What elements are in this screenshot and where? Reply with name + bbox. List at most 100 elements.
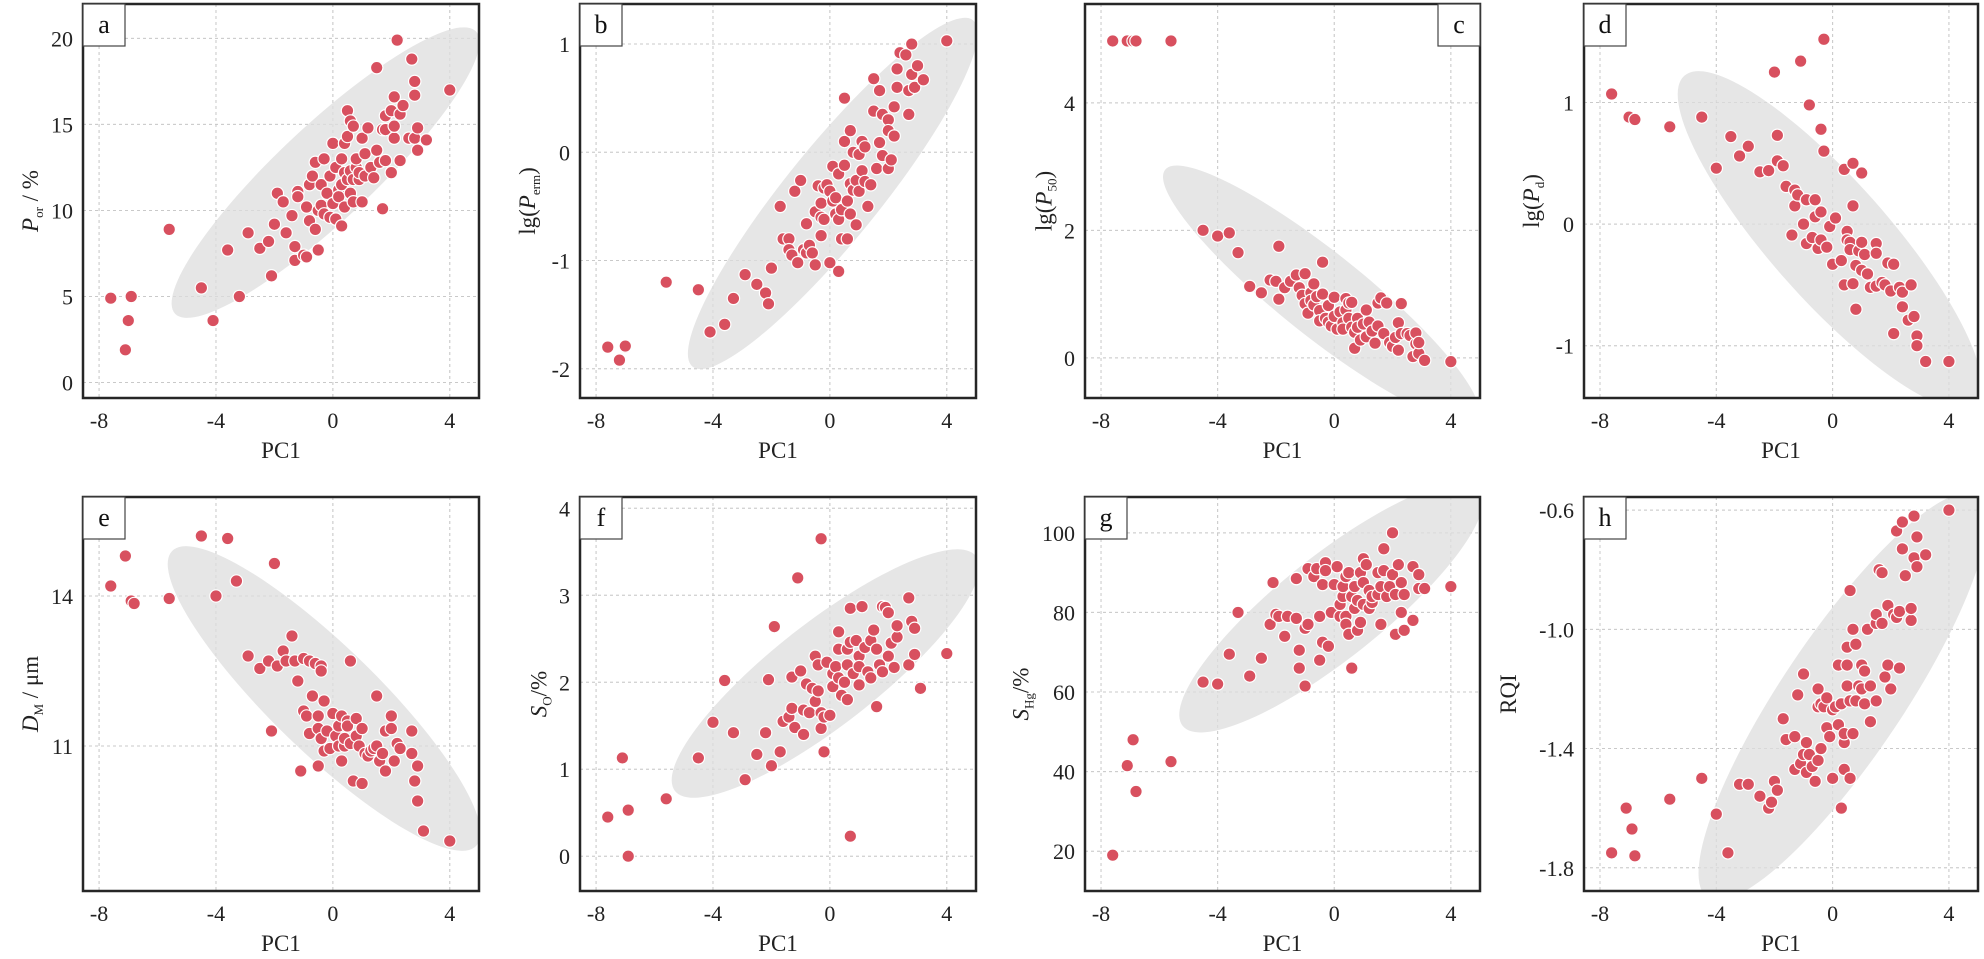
- scatter-point: [837, 134, 852, 149]
- scatter-point: [773, 745, 787, 759]
- y-label-suffix: / μm: [18, 656, 43, 704]
- plot-area: [83, 497, 479, 891]
- y-label-suffix: /%: [527, 671, 552, 697]
- scatter-point: [890, 630, 904, 644]
- scatter-point: [823, 708, 837, 723]
- scatter-point: [1814, 205, 1828, 219]
- scatter-point: [1840, 658, 1854, 672]
- scatter-point: [375, 201, 390, 216]
- scatter-point: [311, 709, 326, 723]
- scatter-point: [788, 184, 802, 199]
- panel-letter: g: [1100, 503, 1113, 532]
- y-axis-label: RQI: [1496, 674, 1521, 714]
- scatter-point: [442, 83, 457, 97]
- scatter-point: [404, 746, 419, 761]
- axes-frame: [1582, 495, 1980, 893]
- y-tick-label: 20: [1053, 839, 1075, 864]
- y-label-suffix: ): [515, 167, 540, 175]
- scatter-point: [843, 829, 858, 844]
- scatter-point: [1292, 643, 1307, 658]
- y-tick-label: -2: [552, 357, 570, 382]
- scatter-point: [288, 239, 302, 254]
- scatter-point: [1266, 575, 1280, 590]
- scatter-point: [1811, 682, 1825, 696]
- scatter-point: [1411, 335, 1426, 350]
- scatter-point: [1918, 548, 1933, 562]
- scatter-point: [866, 71, 881, 86]
- scatter-point: [299, 709, 314, 723]
- scatter-point: [267, 217, 282, 232]
- scatter-point: [869, 642, 884, 657]
- scatter-point: [232, 289, 247, 304]
- scatter-point: [1298, 266, 1312, 281]
- scatter-point: [799, 216, 814, 231]
- panel-g: -8 -4 0 4 20 40 60 80 100 PC1 SHg/% g: [1009, 495, 1482, 956]
- plot-area: [580, 4, 976, 398]
- scatter-point: [767, 619, 782, 634]
- scatter-point: [738, 772, 752, 787]
- scatter-point: [1849, 302, 1863, 317]
- scatter-point: [407, 88, 422, 102]
- scatter-point: [1662, 120, 1677, 134]
- x-tick-label: -4: [1208, 901, 1226, 926]
- y-label-suffix: / %: [18, 170, 43, 207]
- scatter-point: [814, 531, 828, 546]
- y-tick-label: 0: [559, 844, 570, 869]
- scatter-point: [369, 60, 384, 75]
- scatter-point: [279, 226, 293, 240]
- scatter-point: [1895, 285, 1910, 300]
- scatter-point: [904, 37, 919, 51]
- x-axis-label: PC1: [758, 438, 798, 463]
- scatter-point: [907, 621, 922, 636]
- y-label-subscript: O: [540, 696, 555, 705]
- scatter-point: [618, 339, 633, 353]
- scatter-point: [750, 747, 764, 762]
- y-label-suffix: ): [1519, 174, 1544, 182]
- scatter-point: [378, 764, 393, 778]
- scatter-point: [1732, 149, 1747, 163]
- y-axis-label: SO/%: [527, 671, 555, 717]
- y-label-suffix: /%: [1009, 668, 1034, 694]
- scatter-point: [764, 758, 779, 773]
- scatter-point: [416, 824, 431, 838]
- y-label-prefix: lg(: [515, 209, 540, 235]
- x-axis-label: PC1: [1263, 438, 1303, 463]
- y-axis-label: DM / μm: [18, 656, 46, 733]
- scatter-point: [837, 675, 852, 690]
- panel-h: -8 -4 0 4 -1.8 -1.4 -1.0 -0.6 PC1 RQI h: [1496, 495, 1980, 956]
- scatter-point: [863, 671, 878, 685]
- scatter-point: [1344, 661, 1359, 675]
- scatter-point: [811, 684, 825, 698]
- scatter-point: [1895, 515, 1910, 529]
- x-tick-label: -4: [704, 901, 722, 926]
- scatter-point: [1895, 299, 1910, 314]
- scatter-point: [387, 119, 402, 133]
- scatter-point: [717, 673, 732, 688]
- y-tick-label: 4: [559, 496, 570, 521]
- scatter-point: [1886, 257, 1901, 272]
- y-label-subscript: Hg: [1022, 693, 1037, 709]
- scatter-point: [1904, 613, 1918, 628]
- x-tick-label: 0: [1329, 901, 1340, 926]
- scatter-point: [750, 277, 764, 292]
- scatter-point: [1417, 353, 1432, 368]
- x-tick-label: -4: [1707, 408, 1725, 433]
- scatter-point: [1741, 777, 1756, 792]
- scatter-point: [419, 133, 434, 147]
- y-tick-label: 15: [51, 112, 73, 137]
- scatter-point: [1210, 677, 1225, 691]
- scatter-point: [1883, 682, 1898, 696]
- scatter-point: [1417, 581, 1432, 596]
- scatter-point: [396, 98, 410, 113]
- scatter-point: [764, 261, 779, 275]
- scatter-point: [901, 591, 916, 605]
- scatter-point: [209, 589, 223, 603]
- scatter-point: [393, 153, 407, 168]
- scatter-point: [1808, 774, 1822, 789]
- scatter-point: [1770, 128, 1785, 143]
- scatter-point: [308, 222, 323, 237]
- scatter-point: [1272, 292, 1286, 306]
- x-tick-label: 4: [941, 408, 952, 433]
- scatter-point: [1694, 771, 1709, 786]
- scatter-point: [843, 601, 858, 616]
